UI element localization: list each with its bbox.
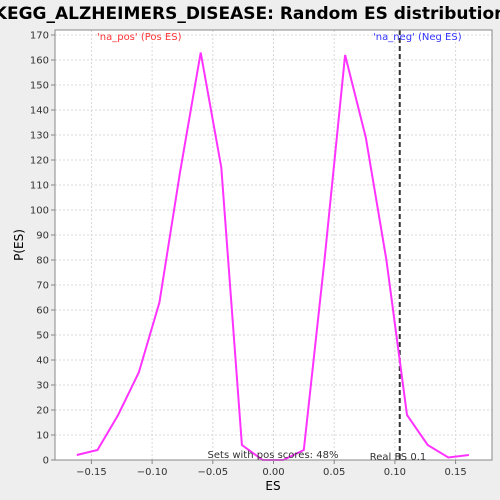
chart-title: KEGG_ALZHEIMERS_DISEASE: Random ES distr… — [0, 4, 500, 24]
y-tick-label: 90 — [36, 231, 49, 242]
x-axis-label: ES — [265, 479, 280, 493]
x-tick-label: −0.15 — [76, 467, 107, 478]
y-tick-label: 30 — [36, 381, 49, 392]
y-tick-label: 70 — [36, 281, 49, 292]
y-tick-label: 60 — [36, 306, 49, 317]
y-tick-label: 170 — [30, 31, 49, 42]
y-tick-label: 130 — [30, 131, 49, 142]
y-tick-label: 160 — [30, 56, 49, 67]
legend-pos-label: 'na_pos' (Pos ES) — [97, 32, 182, 43]
y-tick-label: 120 — [30, 156, 49, 167]
pos-scores-annotation: Sets with pos scores: 48% — [208, 450, 339, 461]
y-tick-label: 0 — [43, 456, 49, 467]
x-tick-label: 0.15 — [444, 467, 466, 478]
y-tick-label: 50 — [36, 331, 49, 342]
x-tick-label: 0.00 — [262, 467, 284, 478]
y-tick-label: 20 — [36, 406, 49, 417]
real-es-label: Real ES 0.1 — [370, 452, 426, 463]
y-tick-label: 80 — [36, 256, 49, 267]
x-tick-label: 0.10 — [384, 467, 406, 478]
legend-neg-label: 'na_neg' (Neg ES) — [373, 32, 462, 43]
x-tick-label: −0.10 — [137, 467, 168, 478]
y-tick-label: 100 — [30, 206, 49, 217]
y-axis-label: P(ES) — [12, 229, 26, 261]
y-tick-label: 110 — [30, 181, 49, 192]
x-tick-label: 0.05 — [323, 467, 345, 478]
y-axis-ticks: 0 10 20 30 40 50 60 70 80 90 100 110 120 130 140 150 160… — [30, 31, 55, 467]
x-tick-label: −0.05 — [197, 467, 228, 478]
y-tick-label: 10 — [36, 431, 49, 442]
y-tick-label: 40 — [36, 356, 49, 367]
y-tick-label: 140 — [30, 106, 49, 117]
y-tick-label: 150 — [30, 81, 49, 92]
